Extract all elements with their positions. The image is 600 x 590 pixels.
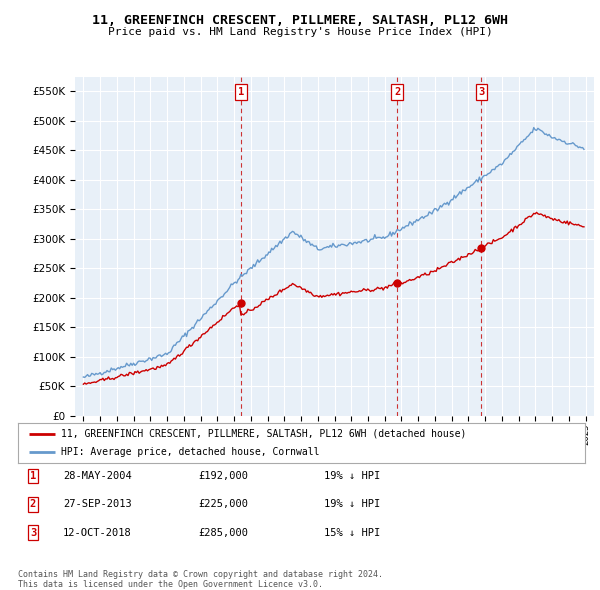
Text: 3: 3 <box>30 528 36 537</box>
Text: 3: 3 <box>478 87 485 97</box>
Text: £285,000: £285,000 <box>198 528 248 537</box>
Text: 2: 2 <box>394 87 400 97</box>
Text: 28-MAY-2004: 28-MAY-2004 <box>63 471 132 481</box>
Text: 11, GREENFINCH CRESCENT, PILLMERE, SALTASH, PL12 6WH: 11, GREENFINCH CRESCENT, PILLMERE, SALTA… <box>92 14 508 27</box>
Text: 1: 1 <box>30 471 36 481</box>
Text: 12-OCT-2018: 12-OCT-2018 <box>63 528 132 537</box>
Text: Contains HM Land Registry data © Crown copyright and database right 2024.: Contains HM Land Registry data © Crown c… <box>18 569 383 579</box>
Text: 27-SEP-2013: 27-SEP-2013 <box>63 500 132 509</box>
Text: 2: 2 <box>30 500 36 509</box>
Text: £192,000: £192,000 <box>198 471 248 481</box>
Text: 19% ↓ HPI: 19% ↓ HPI <box>324 471 380 481</box>
Text: 15% ↓ HPI: 15% ↓ HPI <box>324 528 380 537</box>
Text: Price paid vs. HM Land Registry's House Price Index (HPI): Price paid vs. HM Land Registry's House … <box>107 28 493 37</box>
Text: 11, GREENFINCH CRESCENT, PILLMERE, SALTASH, PL12 6WH (detached house): 11, GREENFINCH CRESCENT, PILLMERE, SALTA… <box>61 429 466 439</box>
Text: 19% ↓ HPI: 19% ↓ HPI <box>324 500 380 509</box>
Text: HPI: Average price, detached house, Cornwall: HPI: Average price, detached house, Corn… <box>61 447 319 457</box>
Text: This data is licensed under the Open Government Licence v3.0.: This data is licensed under the Open Gov… <box>18 579 323 589</box>
Text: £225,000: £225,000 <box>198 500 248 509</box>
Text: 1: 1 <box>238 87 244 97</box>
